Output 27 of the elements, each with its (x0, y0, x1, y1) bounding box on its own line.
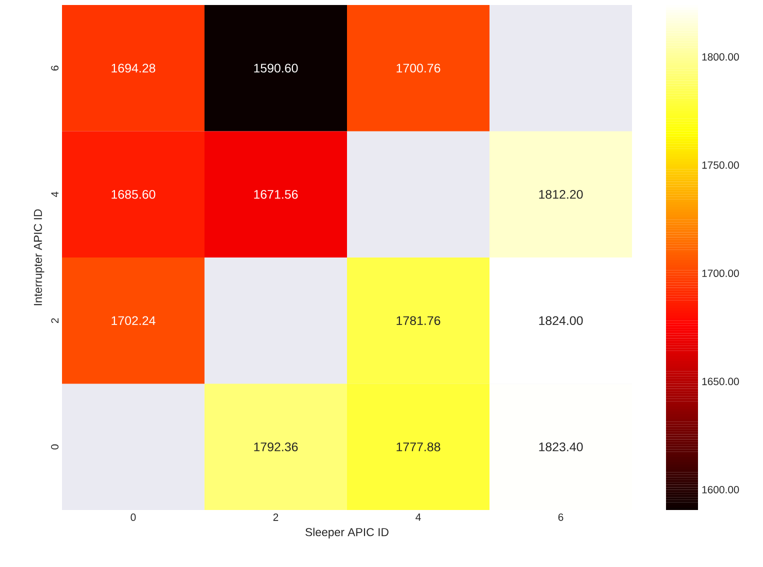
data-label: 1685.60 (112, 190, 156, 199)
x-tick-label: 2 (273, 514, 278, 521)
y-axis-title: Interrupter APIC ID (34, 209, 44, 306)
y-tick-label: 0 (51, 444, 58, 450)
data-label: 1823.40 (539, 442, 583, 452)
data-label: 1694.28 (112, 64, 156, 73)
data-label: 1781.76 (396, 316, 440, 326)
color-bar-label: 1700.00 (702, 270, 739, 277)
y-tick-label: 2 (51, 318, 58, 323)
data-label: 1702.24 (112, 316, 156, 326)
x-axis-title: Sleeper APIC ID (305, 528, 388, 538)
data-label: 1777.88 (396, 442, 440, 452)
data-label: 1671.56 (254, 190, 298, 199)
data-label: 1812.20 (539, 190, 583, 199)
x-tick-label: 4 (416, 514, 421, 521)
color-bar-label: 1650.00 (702, 378, 739, 386)
color-bar-label: 1600.00 (702, 486, 739, 494)
color-bar-label: 1750.00 (702, 161, 739, 169)
data-label: 1792.36 (254, 442, 298, 452)
y-tick-label: 6 (51, 66, 58, 70)
y-tick-label: 4 (51, 192, 58, 198)
data-label: 1700.76 (396, 64, 440, 73)
data-label: 1590.60 (254, 64, 298, 73)
x-tick-label: 0 (130, 514, 136, 521)
color-bar-label: 1800.00 (702, 53, 739, 61)
x-tick-label: 6 (558, 514, 564, 521)
data-label: 1824.00 (539, 316, 583, 326)
